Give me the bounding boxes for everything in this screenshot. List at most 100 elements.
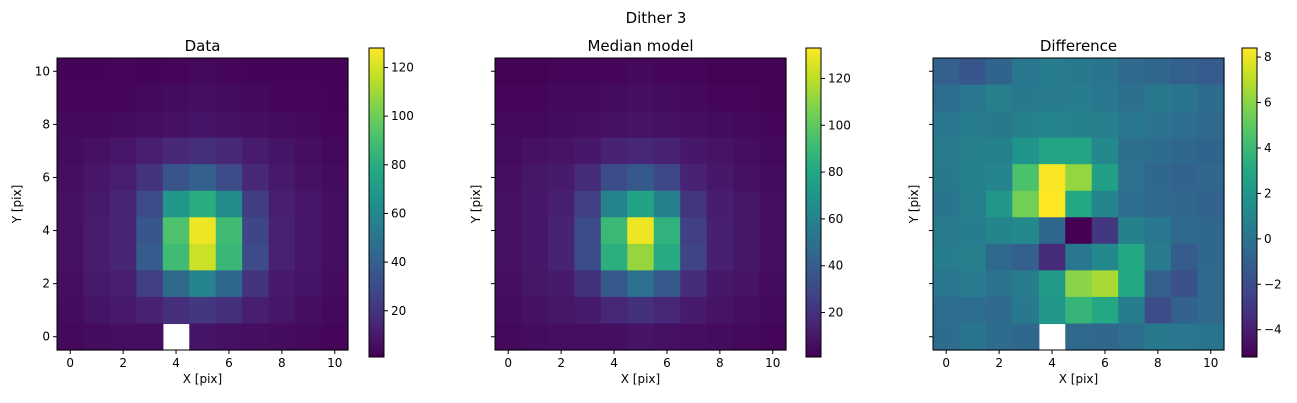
heatmap-cell xyxy=(574,323,602,351)
heatmap-cell xyxy=(1197,270,1225,298)
heatmap-cell xyxy=(495,58,523,86)
heatmap-cell xyxy=(653,270,681,298)
heatmap-cell xyxy=(242,111,270,139)
heatmap-cell xyxy=(495,270,523,298)
heatmap-cell xyxy=(933,323,961,351)
colorbar-tick-label: 6 xyxy=(1264,96,1272,110)
y-tick-label: 8 xyxy=(42,117,50,131)
heatmap-cell xyxy=(1012,58,1040,86)
heatmap-cell xyxy=(295,217,323,245)
heatmap-cell xyxy=(321,270,349,298)
heatmap-cell xyxy=(1038,58,1066,86)
heatmap-cell xyxy=(495,217,523,245)
x-tick-label: 8 xyxy=(278,356,286,370)
heatmap-cell xyxy=(242,270,270,298)
heatmap-cell xyxy=(109,137,137,165)
x-tick-label: 6 xyxy=(1101,356,1109,370)
heatmap-cell xyxy=(268,164,296,192)
heatmap-cell xyxy=(933,190,961,218)
heatmap-cell xyxy=(83,217,111,245)
heatmap-cell xyxy=(1144,58,1172,86)
heatmap-cell xyxy=(83,137,111,165)
heatmap-cell xyxy=(653,217,681,245)
heatmap-cell xyxy=(83,84,111,112)
heatmap-cell xyxy=(959,323,987,351)
heatmap-cell xyxy=(215,137,243,165)
heatmap-cell xyxy=(1171,190,1199,218)
heatmap-cell xyxy=(162,296,190,325)
heatmap-cell xyxy=(653,58,681,86)
heatmap-cell xyxy=(1038,296,1066,325)
heatmap-cell xyxy=(268,137,296,165)
heatmap-cell xyxy=(321,84,349,112)
heatmap-cell xyxy=(1171,58,1199,86)
heatmap-cell xyxy=(83,243,111,271)
heatmap-cell xyxy=(547,190,575,218)
heatmap-cell xyxy=(189,84,217,112)
heatmap-cell xyxy=(162,164,190,192)
heatmap-cell xyxy=(136,270,164,298)
heatmap-cell xyxy=(1038,137,1066,165)
heatmap-cell xyxy=(1171,243,1199,271)
heatmap-cell xyxy=(733,137,761,165)
heatmap-cell xyxy=(547,217,575,245)
heatmap-cell xyxy=(1012,164,1040,192)
heatmap-cell xyxy=(1197,217,1225,245)
heatmap-cell xyxy=(933,243,961,271)
heatmap-cell xyxy=(933,84,961,112)
heatmap-cell xyxy=(733,164,761,192)
heatmap-cell xyxy=(495,190,523,218)
heatmap-cell xyxy=(136,111,164,139)
heatmap-cell xyxy=(215,323,243,351)
heatmap-cell xyxy=(57,296,85,325)
heatmap-cell xyxy=(521,296,549,325)
heatmap-cell xyxy=(136,323,164,351)
heatmap-cell xyxy=(627,217,655,245)
panel-title: Data xyxy=(185,37,221,55)
heatmap-cell xyxy=(680,58,708,86)
heatmap-cell xyxy=(57,58,85,86)
heatmap-cell xyxy=(189,164,217,192)
heatmap-cell xyxy=(57,84,85,112)
heatmap-cell xyxy=(933,296,961,325)
heatmap-cell xyxy=(985,137,1013,165)
heatmap-cell xyxy=(706,111,734,139)
heatmap-cell xyxy=(959,296,987,325)
y-tick-label: 2 xyxy=(42,277,50,291)
heatmap-cell xyxy=(136,164,164,192)
heatmap-cell xyxy=(1091,137,1119,165)
heatmap-cell xyxy=(109,323,137,351)
colorbar-frame xyxy=(805,47,822,358)
heatmap-cell xyxy=(706,164,734,192)
heatmap-cell xyxy=(733,190,761,218)
heatmap-cell xyxy=(1038,270,1066,298)
heatmap-cell xyxy=(1144,84,1172,112)
heatmap-cell xyxy=(985,243,1013,271)
heatmap-cell xyxy=(759,137,787,165)
heatmap-cell xyxy=(985,270,1013,298)
heatmap-cell xyxy=(574,58,602,86)
heatmap-cell xyxy=(242,243,270,271)
heatmap-cell xyxy=(547,296,575,325)
heatmap-cell xyxy=(57,243,85,271)
x-tick-label: 4 xyxy=(172,356,180,370)
heatmap-cell xyxy=(1038,190,1066,218)
heatmap-cell xyxy=(1144,243,1172,271)
heatmap-cell xyxy=(83,58,111,86)
heatmap-cell xyxy=(109,296,137,325)
heatmap-cell xyxy=(653,190,681,218)
heatmap-cell xyxy=(653,243,681,271)
heatmap-cell xyxy=(959,243,987,271)
colorbar-tick-label: −2 xyxy=(1264,277,1282,291)
heatmap-cell xyxy=(1171,217,1199,245)
heatmap-cell xyxy=(521,137,549,165)
heatmap-cell xyxy=(600,190,628,218)
heatmap-cell xyxy=(57,190,85,218)
heatmap-cell xyxy=(574,190,602,218)
heatmap-cell xyxy=(933,58,961,86)
heatmap-cell xyxy=(1118,296,1146,325)
heatmap-cell xyxy=(1038,84,1066,112)
heatmap-cell xyxy=(680,323,708,351)
axes-frame xyxy=(494,57,787,351)
